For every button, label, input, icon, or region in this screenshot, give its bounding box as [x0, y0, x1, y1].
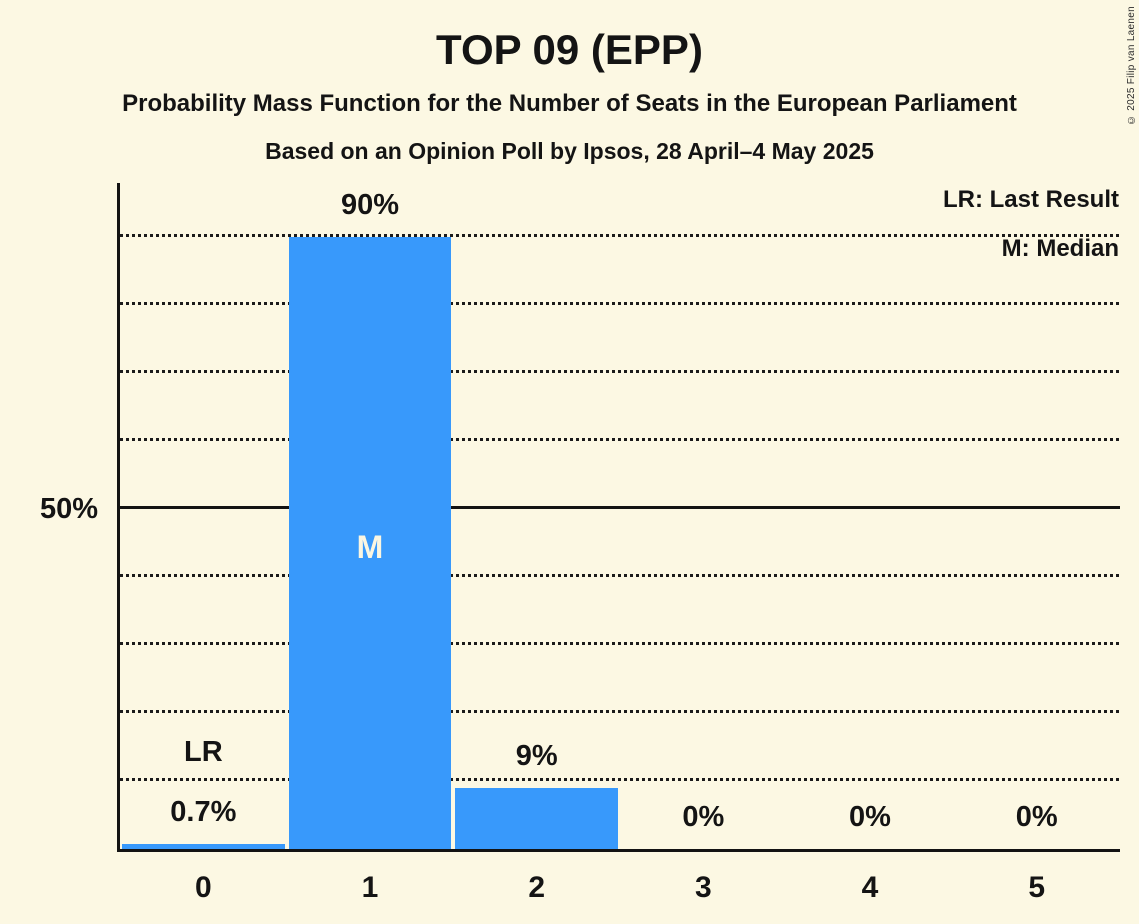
dotted-gridline [120, 710, 1120, 713]
chart-subtitle: Probability Mass Function for the Number… [122, 90, 1017, 117]
page-title: TOP 09 (EPP) [436, 26, 703, 73]
y-axis-line [117, 183, 120, 852]
dotted-gridline [120, 574, 1120, 577]
dotted-gridline [120, 642, 1120, 645]
dotted-gridline [120, 370, 1120, 373]
chart-source-note: Based on an Opinion Poll by Ipsos, 28 Ap… [265, 138, 874, 164]
x-tick-label-2: 2 [528, 871, 545, 904]
bar-seats-0 [122, 844, 285, 849]
x-tick-label-1: 1 [361, 871, 379, 904]
bar-value-label: 0.7% [170, 796, 237, 828]
copyright-notice: © 2025 Filip van Laenen [1126, 6, 1137, 126]
dotted-gridline [120, 234, 1120, 237]
dotted-gridline [120, 302, 1120, 305]
bar-value-label: 0% [1015, 801, 1058, 833]
dotted-gridline [120, 438, 1120, 441]
x-tick-label-0: 0 [194, 871, 212, 904]
legend-last-result: LR: Last Result [942, 186, 1119, 213]
bar-value-label: 0% [682, 801, 725, 833]
x-tick-label-3: 3 [694, 871, 712, 904]
bar-value-label: 0% [849, 801, 891, 833]
legend-median: M: Median [1001, 235, 1119, 262]
last-result-marker: LR [183, 736, 223, 768]
dotted-gridline [120, 778, 1120, 781]
bar-value-label: 90% [340, 189, 399, 221]
x-tick-label-4: 4 [861, 871, 879, 904]
solid-gridline [120, 506, 1120, 509]
bar-value-label: 9% [515, 740, 558, 772]
bar-seats-1 [288, 237, 452, 849]
x-axis-line [117, 849, 1120, 852]
bar-seats-2 [455, 788, 618, 849]
x-tick-label-5: 5 [1028, 871, 1045, 904]
y-axis-tick-label: 50% [39, 493, 98, 525]
median-marker: M [356, 529, 384, 565]
plot-area: 0.7% LR 90% M 9% 0% 0% 0% [120, 183, 1120, 849]
